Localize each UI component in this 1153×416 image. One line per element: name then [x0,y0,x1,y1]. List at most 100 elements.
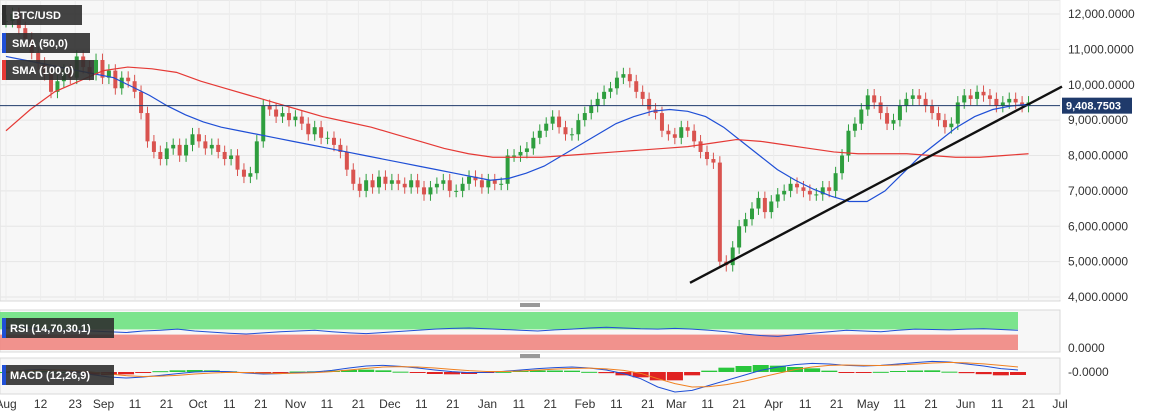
macd-panel-bg [0,357,1061,395]
candle-body [531,137,536,149]
x-tick-label: 11 [893,397,906,411]
sma100-legend: SMA (100,0) [12,65,74,77]
candle-body [473,176,478,181]
macd-histogram-bar [649,372,666,381]
candle-body [840,155,845,174]
x-tick-label: Oct [189,397,208,411]
trendline [689,85,1063,284]
candle-body [769,201,774,213]
candle-body [184,144,189,156]
candle-body [415,180,420,188]
candle-body [563,127,568,135]
candle-body [36,52,41,64]
candle-body [524,148,529,152]
macd-histogram-bar [855,372,872,373]
candle-body [608,88,613,92]
x-tick-label: 21 [830,397,844,411]
y-tick-label: 12,000.0000 [1068,7,1135,21]
panel-splitter-handle[interactable] [520,354,540,358]
candle-body [582,113,587,121]
candle-body [447,180,452,191]
rsi-overbought-zone [0,312,1018,330]
candle-body [949,123,954,128]
macd-histogram-bar [118,372,135,375]
rsi-legend: RSI (14,70,30,1) [10,323,91,335]
candle-body [49,74,54,92]
y-tick-label: 10,000.0000 [1068,78,1135,92]
symbol-legend-swatch [2,5,6,25]
candle-body [151,141,156,152]
candle-body [762,197,767,213]
candle-body [364,180,369,191]
candle-body [981,91,986,96]
candle-body [820,187,825,195]
macd-histogram-bar [289,371,306,373]
candle-body [968,95,973,99]
candle-body [441,180,446,184]
candle-body [987,95,992,99]
candle-body [904,98,909,106]
sma100-line [5,66,1029,158]
candle-body [389,180,394,184]
y-tick-label: 6,000.0000 [1068,219,1128,233]
candle-body [106,70,111,78]
x-tick-label: 23 [69,397,83,411]
candle-body [229,155,234,160]
candle-body [113,70,118,89]
main-panel-bg [0,0,1061,302]
candle-body [807,190,812,195]
candle-body [235,155,240,170]
candle-body [685,127,690,131]
candle-body [1007,98,1012,103]
x-tick-label: 11 [223,397,236,411]
x-tick-label: 11 [610,397,623,411]
rsi-y-tick: 0.0000 [1068,341,1105,355]
candle-body [190,134,195,145]
candle-body [338,144,343,152]
x-tick-label: Sep [93,397,115,411]
panel-splitter-handle[interactable] [520,303,540,307]
candle-body [897,105,902,121]
macd-histogram-bar [564,370,581,372]
x-tick-label: 21 [544,397,558,411]
candle-body [537,130,542,138]
macd-histogram-bar [907,370,924,372]
rsi-legend-swatch [2,318,6,338]
candle-body [518,151,523,156]
macd-histogram-bar [272,372,289,373]
x-tick-label: Feb [575,397,596,411]
macd-histogram-bar [392,371,409,373]
sma50-legend-swatch [2,33,6,53]
candle-body [730,247,735,266]
macd-histogram-bar [872,371,889,373]
x-tick-label: May [857,397,880,411]
candle-body [859,109,864,124]
x-tick-label: 11 [701,397,714,411]
x-tick-label: 11 [991,397,1004,411]
candle-body [55,81,60,92]
candle-body [460,183,465,191]
rsi-oversold-zone [0,334,1018,350]
x-tick-label: 21 [1022,397,1036,411]
x-tick-label: 11 [799,397,812,411]
candle-body [827,187,832,191]
macd-histogram-bar [495,371,512,373]
candle-body [801,187,806,191]
macd-histogram-bar [443,372,460,375]
candle-body [544,123,549,131]
macd-histogram-bar [975,372,992,375]
candle-body [467,176,472,184]
macd-histogram-bar [135,372,152,373]
candle-body [743,219,748,227]
candle-body [692,130,697,142]
candle-body [614,77,619,89]
candle-body [666,130,671,135]
macd-histogram-bar [1010,372,1026,375]
candle-body [402,183,407,188]
x-tick-label: Mar [666,397,687,411]
x-tick-label: 21 [352,397,366,411]
x-tick-label: 12 [34,397,48,411]
macd-histogram-bar [186,370,203,372]
candle-body [852,123,857,131]
